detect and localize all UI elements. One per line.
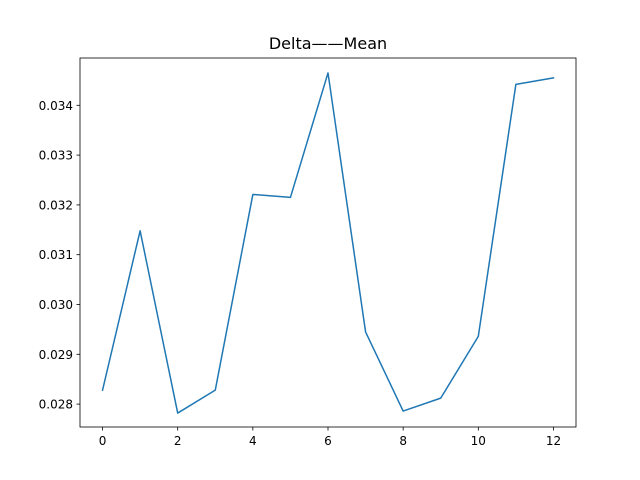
x-tick-label: 4 — [249, 434, 257, 448]
x-tick-label: 0 — [99, 434, 107, 448]
y-tick-label: 0.030 — [39, 298, 73, 312]
y-tick-label: 0.032 — [39, 198, 73, 212]
plot-area: 0 2 4 6 8 10 12 0.028 0.029 0.030 0.031 0.032 0.033 0… — [39, 57, 577, 448]
x-tick-label: 2 — [174, 434, 182, 448]
chart-title: Delta——Mean — [269, 34, 387, 53]
y-tick-label: 0.029 — [39, 348, 73, 362]
y-tick-label: 0.034 — [39, 99, 73, 113]
x-tick-label: 12 — [546, 434, 561, 448]
x-tick-label: 8 — [399, 434, 407, 448]
x-tick-label: 10 — [471, 434, 486, 448]
y-tick-label: 0.033 — [39, 149, 73, 163]
x-tick-label: 6 — [324, 434, 332, 448]
y-tick-label: 0.031 — [39, 248, 73, 262]
y-tick-label: 0.028 — [39, 398, 73, 412]
series-line-0 — [101, 72, 555, 414]
